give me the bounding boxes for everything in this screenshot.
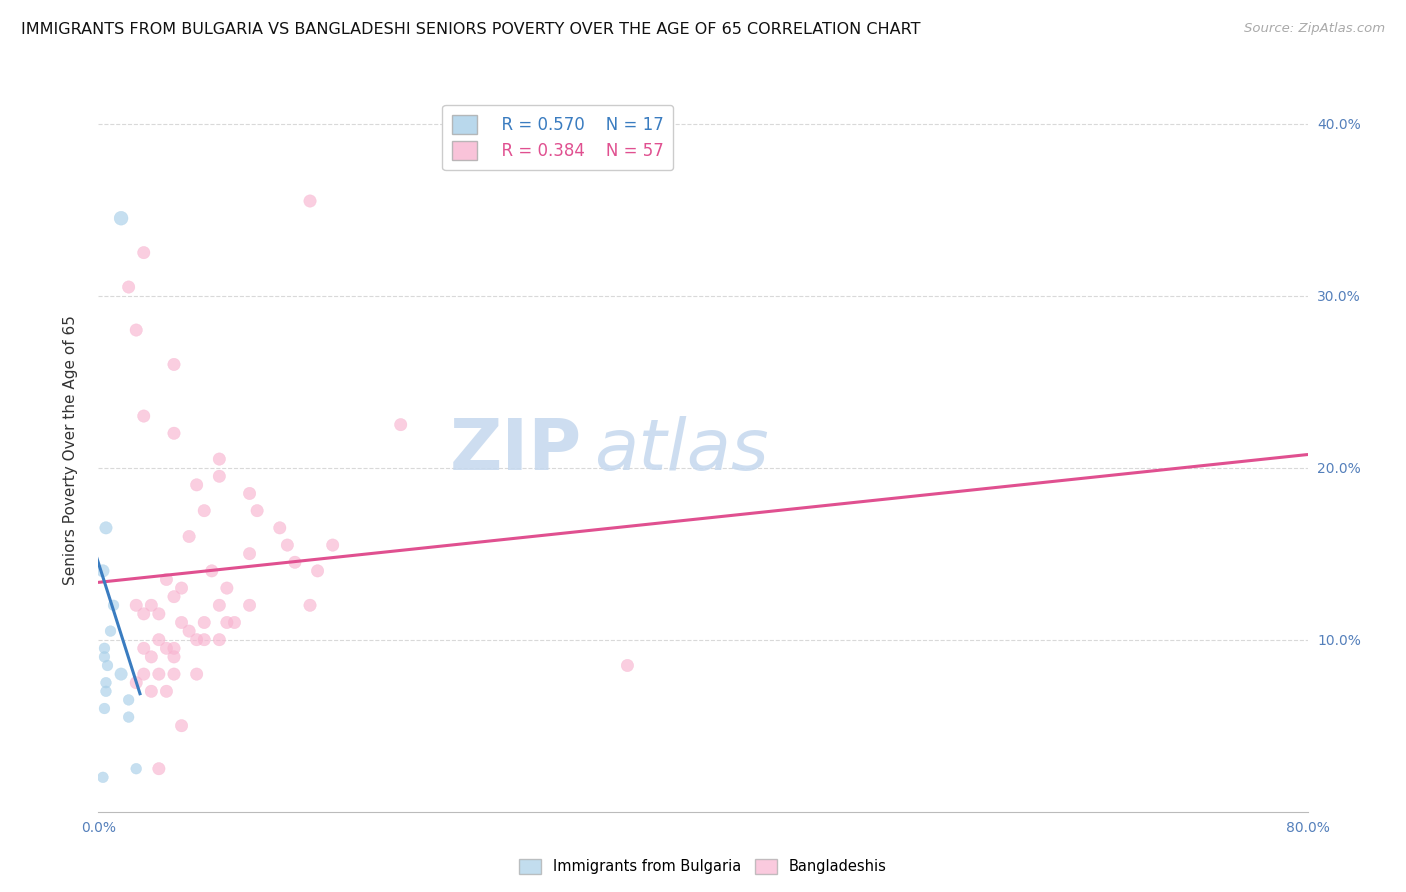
Y-axis label: Seniors Poverty Over the Age of 65: Seniors Poverty Over the Age of 65 [63,316,77,585]
Point [91,770,114,784]
Point [224,615,246,630]
Point [299,599,322,613]
Point [193,615,215,630]
Point [208,452,231,467]
Text: IMMIGRANTS FROM BULGARIA VS BANGLADESHI SENIORS POVERTY OVER THE AGE OF 65 CORRE: IMMIGRANTS FROM BULGARIA VS BANGLADESHI … [21,22,921,37]
Point [307,564,329,578]
Point [208,469,231,483]
Point [299,194,322,208]
Point [100,624,122,639]
Point [132,245,155,260]
Point [170,581,193,595]
Point [193,503,215,517]
Point [132,409,155,423]
Point [91,56,114,70]
Point [276,538,298,552]
Point [284,555,307,569]
Point [170,615,193,630]
Legend: Immigrants from Bulgaria, Bangladeshis: Immigrants from Bulgaria, Bangladeshis [513,853,893,880]
Point [239,547,262,561]
Point [163,649,186,664]
Point [215,581,238,595]
Point [239,486,262,500]
Text: Source: ZipAtlas.com: Source: ZipAtlas.com [1244,22,1385,36]
Point [94,675,117,690]
Point [616,658,638,673]
Point [118,693,141,707]
Point [215,615,238,630]
Point [125,599,148,613]
Point [141,599,163,613]
Point [269,521,291,535]
Point [170,719,193,733]
Point [163,590,186,604]
Point [148,632,170,647]
Point [110,667,132,681]
Point [163,641,186,656]
Point [94,521,117,535]
Point [389,417,412,432]
Point [125,762,148,776]
Point [148,607,170,621]
Point [132,607,155,621]
Legend:   R = 0.570    N = 17,   R = 0.384    N = 57: R = 0.570 N = 17, R = 0.384 N = 57 [443,104,673,169]
Point [141,684,163,698]
Point [93,701,115,715]
Point [186,478,208,492]
Point [186,632,208,647]
Point [239,599,262,613]
Point [208,599,231,613]
Point [148,667,170,681]
Point [155,573,177,587]
Point [186,667,208,681]
Text: ZIP: ZIP [450,416,582,485]
Point [201,564,224,578]
Text: atlas: atlas [595,416,769,485]
Point [163,358,186,372]
Point [110,211,132,226]
Point [118,280,141,294]
Point [322,538,344,552]
Point [132,641,155,656]
Point [125,675,148,690]
Point [163,426,186,441]
Point [179,624,201,639]
Point [141,649,163,664]
Point [96,658,118,673]
Point [93,649,115,664]
Point [93,641,115,656]
Point [163,667,186,681]
Point [91,564,114,578]
Point [193,632,215,647]
Point [208,632,231,647]
Point [94,684,117,698]
Point [155,684,177,698]
Point [132,667,155,681]
Point [118,710,141,724]
Point [148,762,170,776]
Point [179,529,201,543]
Point [155,641,177,656]
Point [125,323,148,337]
Point [246,503,269,517]
Point [103,599,125,613]
